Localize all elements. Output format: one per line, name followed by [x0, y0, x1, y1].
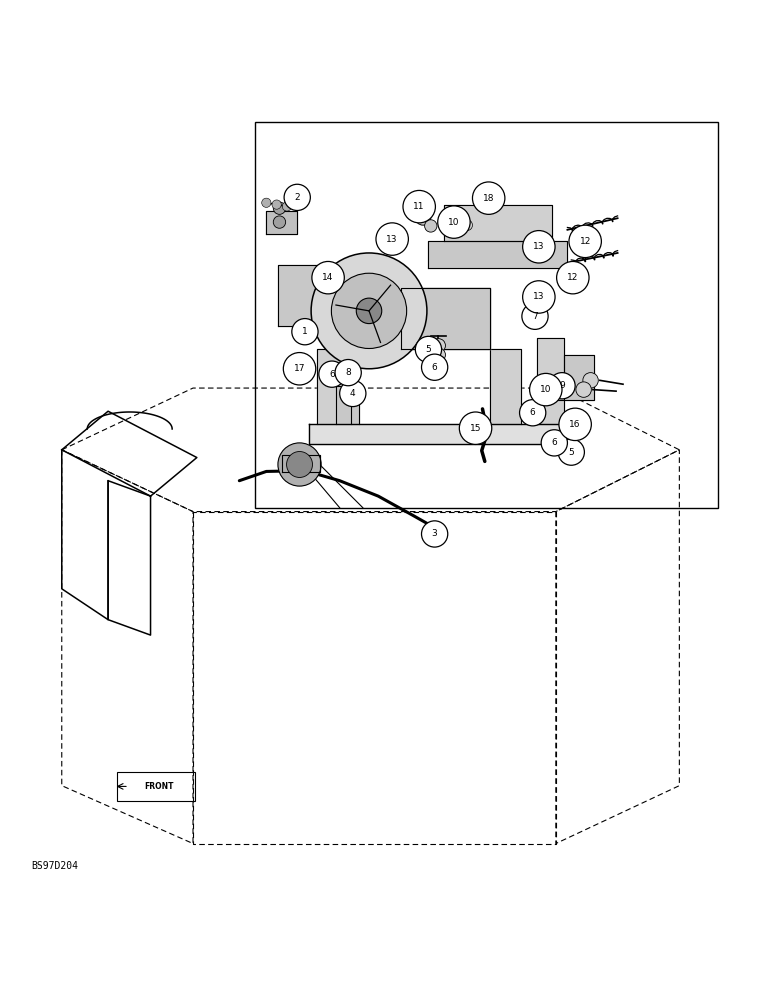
Circle shape	[403, 190, 435, 223]
Text: 12: 12	[567, 273, 578, 282]
Text: 9: 9	[559, 381, 565, 390]
Circle shape	[462, 220, 472, 231]
Text: 2: 2	[294, 193, 300, 202]
Text: 6: 6	[530, 408, 536, 417]
Circle shape	[438, 206, 470, 238]
Circle shape	[327, 365, 337, 376]
Text: 10: 10	[540, 385, 551, 394]
Circle shape	[522, 303, 548, 329]
Circle shape	[376, 223, 408, 255]
Text: 6: 6	[551, 438, 557, 447]
Text: 11: 11	[414, 202, 425, 211]
Circle shape	[356, 298, 381, 324]
Circle shape	[292, 319, 318, 345]
Circle shape	[283, 353, 316, 385]
Circle shape	[530, 403, 541, 414]
Text: 14: 14	[323, 273, 334, 282]
Circle shape	[523, 281, 555, 313]
Text: 13: 13	[533, 292, 544, 301]
Text: 6: 6	[329, 370, 335, 379]
Circle shape	[319, 361, 345, 387]
Polygon shape	[444, 205, 552, 241]
Polygon shape	[401, 288, 490, 349]
Text: 13: 13	[387, 235, 398, 244]
Text: 17: 17	[294, 364, 305, 373]
Text: 18: 18	[483, 194, 494, 203]
Text: 5: 5	[425, 345, 432, 354]
Text: 12: 12	[580, 237, 591, 246]
Text: 1: 1	[302, 327, 308, 336]
Polygon shape	[317, 349, 351, 424]
Circle shape	[432, 348, 445, 362]
Circle shape	[535, 235, 550, 251]
Circle shape	[415, 210, 431, 225]
Text: 5: 5	[568, 448, 574, 457]
Polygon shape	[490, 349, 521, 424]
Circle shape	[415, 336, 442, 363]
Circle shape	[558, 439, 584, 465]
Circle shape	[340, 380, 366, 407]
Text: 15: 15	[470, 424, 481, 433]
Polygon shape	[278, 265, 320, 326]
Circle shape	[559, 408, 591, 441]
Circle shape	[452, 211, 466, 224]
Circle shape	[432, 339, 445, 353]
Polygon shape	[282, 455, 320, 472]
Polygon shape	[309, 424, 575, 444]
Polygon shape	[336, 386, 359, 424]
Text: 7: 7	[532, 312, 538, 321]
Text: 13: 13	[533, 242, 544, 251]
Circle shape	[273, 202, 286, 214]
Text: 8: 8	[345, 368, 351, 377]
Circle shape	[262, 198, 271, 207]
Circle shape	[520, 400, 546, 426]
Circle shape	[335, 359, 361, 386]
Text: 3: 3	[432, 529, 438, 538]
Circle shape	[489, 194, 503, 207]
Circle shape	[273, 216, 286, 228]
Circle shape	[311, 253, 427, 369]
Circle shape	[472, 182, 505, 214]
Polygon shape	[266, 211, 297, 234]
Text: 10: 10	[449, 218, 459, 227]
Polygon shape	[351, 288, 490, 349]
Polygon shape	[537, 338, 564, 424]
Circle shape	[530, 373, 562, 406]
Circle shape	[278, 443, 321, 486]
Text: FRONT: FRONT	[144, 782, 174, 791]
Polygon shape	[428, 241, 567, 268]
Circle shape	[425, 220, 437, 232]
Circle shape	[557, 261, 589, 294]
Circle shape	[284, 184, 310, 211]
Circle shape	[549, 373, 575, 399]
Text: 4: 4	[350, 389, 356, 398]
Circle shape	[569, 225, 601, 258]
Circle shape	[430, 358, 441, 369]
Circle shape	[583, 373, 598, 388]
Circle shape	[459, 412, 492, 444]
Circle shape	[283, 202, 292, 211]
Circle shape	[312, 261, 344, 294]
Text: 16: 16	[570, 420, 581, 429]
Circle shape	[541, 430, 567, 456]
Circle shape	[331, 273, 407, 348]
Circle shape	[550, 433, 561, 444]
Circle shape	[422, 354, 448, 380]
Circle shape	[533, 285, 548, 301]
Circle shape	[378, 227, 394, 243]
Polygon shape	[540, 355, 594, 400]
Text: 6: 6	[432, 363, 438, 372]
Circle shape	[576, 382, 591, 397]
Circle shape	[422, 521, 448, 547]
Circle shape	[272, 200, 281, 209]
Circle shape	[286, 452, 313, 477]
Circle shape	[523, 231, 555, 263]
Text: BS97D204: BS97D204	[31, 861, 78, 871]
